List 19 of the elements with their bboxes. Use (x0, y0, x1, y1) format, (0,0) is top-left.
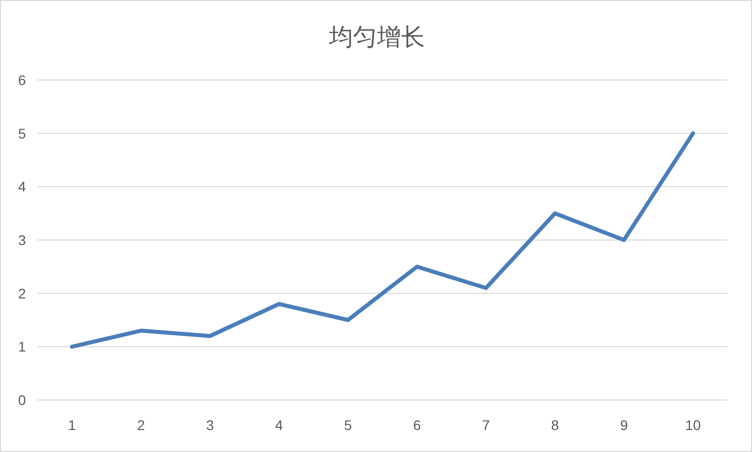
x-tick-label: 5 (344, 417, 352, 433)
line-series (70, 131, 695, 349)
x-tick-label: 9 (620, 417, 628, 433)
x-tick-label: 1 (68, 417, 76, 433)
x-tick-label: 2 (137, 417, 146, 433)
chart-title: 均匀增长 (328, 23, 425, 51)
x-tick-label: 3 (206, 417, 214, 433)
y-tick-label: 2 (18, 285, 26, 302)
y-tick-label: 3 (18, 232, 26, 248)
x-tick-label: 7 (482, 417, 490, 433)
x-tick-label: 8 (551, 417, 560, 433)
y-tick-label: 4 (18, 178, 26, 195)
y-tick-label: 1 (18, 338, 26, 355)
y-tick-label: 0 (18, 392, 26, 408)
x-tick-label: 10 (685, 417, 701, 433)
x-tick-label: 6 (413, 417, 422, 433)
y-tick-label: 6 (18, 72, 26, 88)
x-tick-label: 4 (275, 417, 284, 433)
y-tick-label: 5 (18, 125, 26, 142)
